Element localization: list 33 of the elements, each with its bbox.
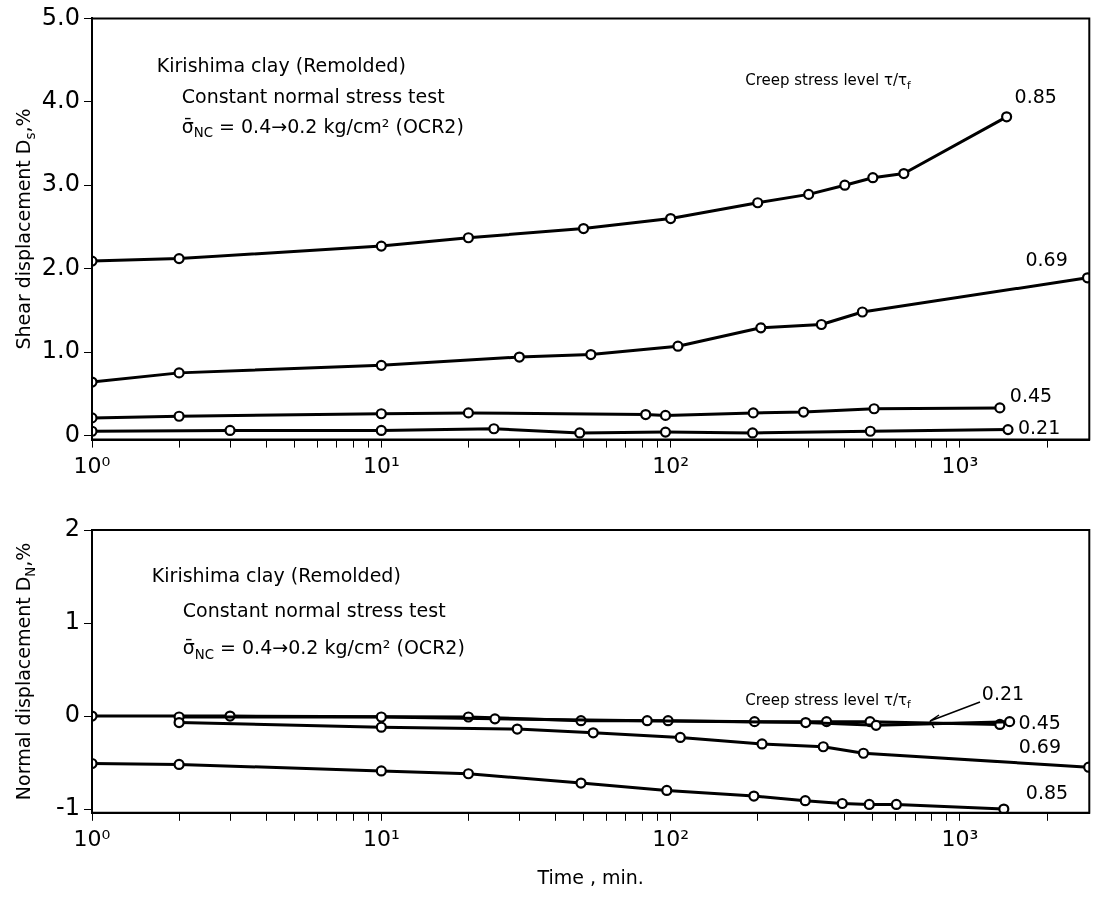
x-tick-label: 10³ xyxy=(941,825,979,851)
x-tick-label: 10² xyxy=(652,825,690,851)
y-tick-label: 0 xyxy=(64,700,80,729)
legend-label: 0.45 xyxy=(1018,710,1061,733)
series-label: 0.45 xyxy=(1009,383,1053,406)
series-label: 0.69 xyxy=(1025,247,1068,270)
annotation: Kirishima clay (Remolded) xyxy=(151,563,401,586)
series-label: 0.85 xyxy=(1025,781,1069,804)
y-tick-label: 2.0 xyxy=(41,252,80,281)
series-label: 0.69 xyxy=(1018,735,1061,758)
x-tick-label: 10⁰ xyxy=(73,452,111,478)
annotation: Constant normal stress test xyxy=(181,85,445,108)
series-label: 0.21 xyxy=(981,682,1025,705)
y-tick-label: 5.0 xyxy=(41,2,80,31)
x-tick-label: 10¹ xyxy=(362,825,400,851)
series-label: 0.85 xyxy=(1014,84,1057,107)
y-tick-label: -1 xyxy=(56,793,80,822)
y-tick-label: 1 xyxy=(64,607,80,636)
y-axis-title: Shear displacement Ds,% xyxy=(12,108,38,350)
annotation: Kirishima clay (Remolded) xyxy=(156,53,406,76)
x-axis-title: Time , min. xyxy=(536,865,644,888)
y-tick-label: 3.0 xyxy=(41,169,80,198)
y-tick-label: 2 xyxy=(64,514,80,543)
x-tick-label: 10³ xyxy=(941,452,979,478)
x-tick-label: 10¹ xyxy=(362,452,400,478)
x-tick-label: 10² xyxy=(652,452,690,478)
y-tick-label: 1.0 xyxy=(41,336,80,365)
x-tick-label: 10⁰ xyxy=(73,825,111,851)
series-label: 0.21 xyxy=(1018,415,1061,438)
annotation: Constant normal stress test xyxy=(182,599,446,622)
y-tick-label: 0 xyxy=(64,419,80,448)
y-axis-title: Normal displacement DN,% xyxy=(12,542,38,801)
y-tick-label: 4.0 xyxy=(41,86,80,115)
